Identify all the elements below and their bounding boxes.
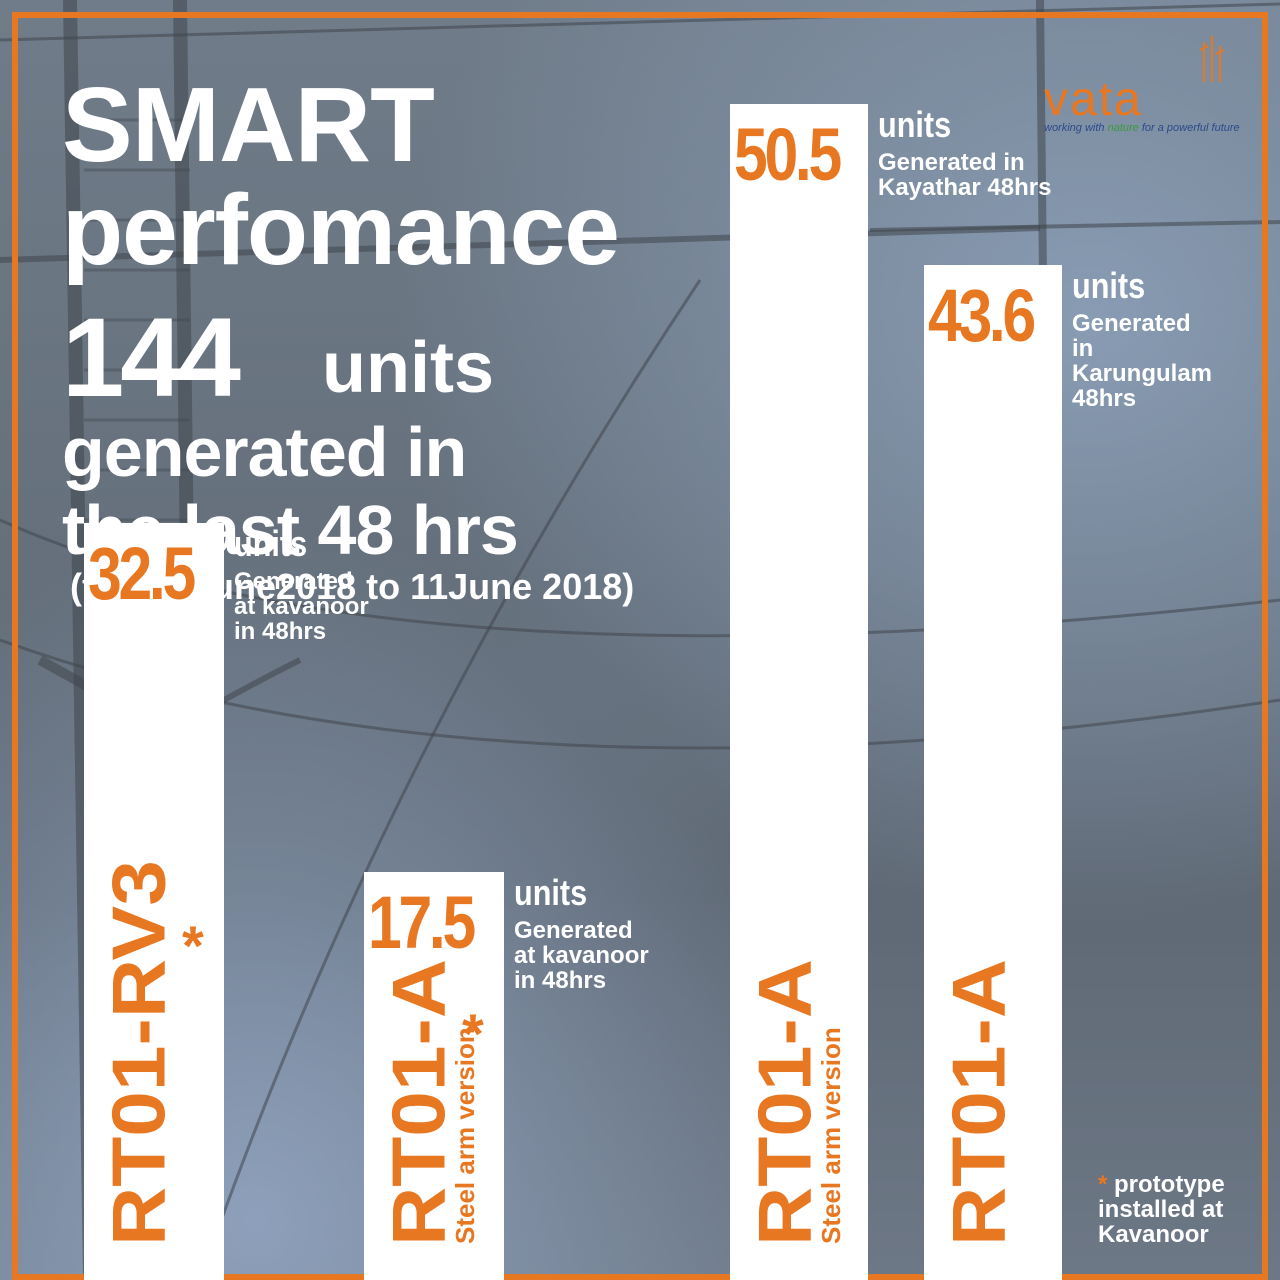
footnote-line2: installed at [1098,1196,1224,1223]
bar-1-prototype-mark: * [182,914,204,977]
bar-3-units-label: units [878,104,952,145]
brand-logo: vata working with nature for a powerful … [1044,36,1240,142]
total-units-label: units [322,328,494,408]
footnote-asterisk: * [1098,1171,1108,1198]
logo-tagline: working with nature for a powerful futur… [1044,122,1240,134]
tagline-part1: working with [1044,122,1108,134]
bar-4-description: Generated in Karungulam 48hrs [1072,311,1212,411]
bar-1-description: Generated at kavanoor in 48hrs [234,569,369,644]
bar-3-description: Generated in Kayathar 48hrs [878,150,1051,200]
bar-3-model-name: RT01-A [743,958,828,1246]
bar-2-description-line-2: at kavanoor [514,942,649,969]
logo-wordmark: vata [1044,73,1143,126]
bar-3-description-line-2: Kayathar 48hrs [878,174,1052,201]
total-units-value: 144 [62,295,241,420]
headline-subtitle: perfomance [62,174,620,286]
bar-4-description-line-4: 48hrs [1072,385,1137,412]
bar-1-description-line-1: Generated [234,568,353,595]
footnote-line3: Kavanoor [1098,1221,1209,1248]
footnote-line1: prototype [1114,1171,1225,1198]
bar-2-units-label: units [514,872,588,913]
bar-3 [730,104,868,1280]
bar-1-model-name: RT01-RV3 [97,860,182,1246]
footnote: * prototype installed at Kavanoor [1098,1172,1225,1247]
bar-4-description-line-1: Generated [1072,310,1191,337]
bar-2-model-name: RT01-A [377,958,462,1246]
bar-1-description-line-3: in 48hrs [234,618,327,645]
bar-2-description-line-1: Generated [514,917,633,944]
wind-turbine-logo-icon [1199,36,1225,82]
bar-2-description: Generated at kavanoor in 48hrs [514,918,649,993]
bar-2-value: 17.5 [368,881,476,964]
tagline-part2: for a powerful future [1138,122,1240,134]
bar-1-description-line-2: at kavanoor [234,593,369,620]
bar-1-value: 32.5 [88,532,196,615]
bar-4 [924,265,1062,1280]
bar-2-prototype-mark: * [462,1002,484,1065]
headline-title: SMART [62,66,435,184]
bar-4-description-line-2: in [1072,335,1094,362]
bar-3-value: 50.5 [734,113,842,196]
bar-3-variant: Steel arm version [816,1027,846,1244]
bar-2-description-line-3: in 48hrs [514,967,607,994]
bar-4-model-name: RT01-A [937,958,1022,1246]
tagline-nature: nature [1107,122,1139,134]
bar-1 [84,523,224,1280]
bar-4-value: 43.6 [928,274,1036,357]
bar-4-units-label: units [1072,265,1146,306]
bar-3-description-line-1: Generated in [878,149,1025,176]
headline-line-generated: generated in [62,413,467,491]
bar-4-description-line-3: Karungulam [1072,360,1213,387]
bar-2-variant: Steel arm version [450,1027,480,1244]
bar-2 [364,872,504,1280]
bar-1-units-label: units [234,523,308,564]
